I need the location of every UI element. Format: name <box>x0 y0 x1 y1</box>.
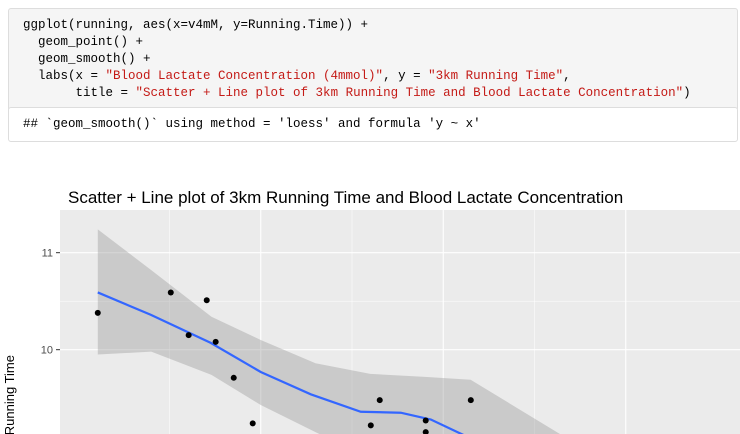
code-token: , y = <box>383 69 429 83</box>
smooth-line <box>97 291 465 434</box>
code-token: ) <box>683 86 691 100</box>
code-token: "3km Running Time" <box>428 69 564 83</box>
point <box>467 397 474 404</box>
code-line: geom_smooth() + <box>23 51 723 68</box>
point <box>212 338 219 345</box>
point <box>185 332 192 339</box>
panel <box>60 210 740 434</box>
code-token: ggplot(running, aes(x=v4mM, y=Running.Ti… <box>23 18 369 32</box>
code-token: geom_point() + <box>23 35 144 49</box>
point <box>422 417 429 424</box>
code-line: labs(x = "Blood Lactate Concentration (4… <box>23 68 723 85</box>
point <box>230 374 237 381</box>
y-tick-label: 11 <box>42 248 53 260</box>
code-token: , <box>563 69 571 83</box>
point <box>203 297 210 304</box>
code-token: "Scatter + Line plot of 3km Running Time… <box>135 86 684 100</box>
confidence-ribbon <box>97 229 560 434</box>
chart-title: Scatter + Line plot of 3km Running Time … <box>68 188 623 207</box>
code-line: geom_point() + <box>23 34 723 51</box>
point <box>249 420 256 427</box>
point <box>376 397 383 404</box>
code-token: labs(x = <box>23 69 106 83</box>
point <box>422 429 429 434</box>
point <box>94 309 101 316</box>
code-token: title = <box>23 86 136 100</box>
point <box>367 422 374 429</box>
y-axis-label: 3km Running Time <box>2 355 17 434</box>
output-block: ## `geom_smooth()` using method = 'loess… <box>8 107 738 142</box>
y-tick-label: 10 <box>41 345 53 357</box>
code-block: ggplot(running, aes(x=v4mM, y=Running.Ti… <box>8 8 738 111</box>
code-token: "Blood Lactate Concentration (4mmol)" <box>105 69 384 83</box>
code-token: geom_smooth() + <box>23 52 151 66</box>
code-line: title = "Scatter + Line plot of 3km Runn… <box>23 85 723 102</box>
code-line: ggplot(running, aes(x=v4mM, y=Running.Ti… <box>23 17 723 34</box>
output-text: ## `geom_smooth()` using method = 'loess… <box>23 117 481 131</box>
point <box>167 289 174 296</box>
